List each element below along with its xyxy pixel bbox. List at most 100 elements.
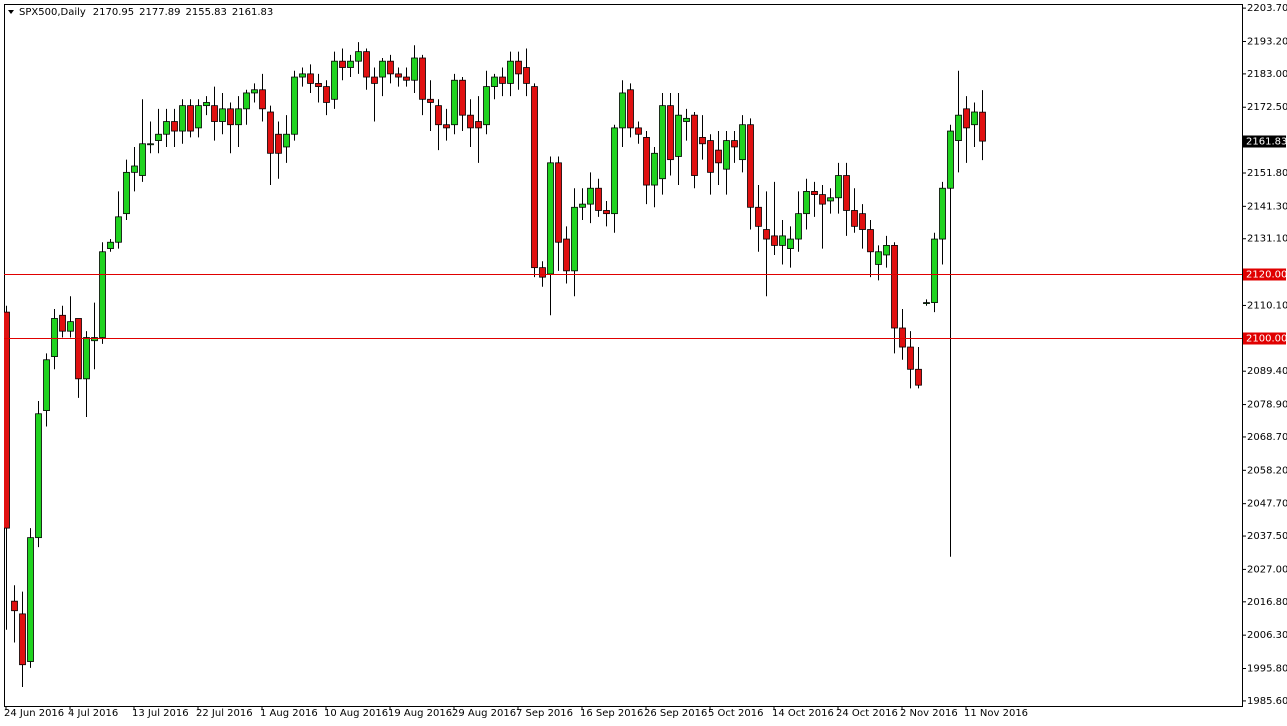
- y-tick-label: 2006.30: [1247, 630, 1287, 641]
- candle-body: [27, 537, 34, 662]
- price-label-box: [1243, 332, 1286, 345]
- candle-body: [731, 140, 738, 148]
- candle-body: [83, 337, 90, 380]
- candle-body: [115, 216, 122, 243]
- candle-body: [355, 51, 362, 62]
- current-price-box: [1243, 135, 1286, 148]
- price-label-box: [1243, 268, 1286, 281]
- candle-body: [587, 187, 594, 205]
- y-tick-label: 2016.80: [1247, 597, 1287, 608]
- candle-body: [435, 105, 442, 126]
- x-tick-label: 14 Oct 2016: [772, 708, 834, 719]
- candle-body: [491, 76, 498, 87]
- y-tick-label: 1985.60: [1247, 696, 1287, 707]
- plot-area: [4, 42, 1242, 687]
- candle-body: [315, 83, 322, 87]
- current-price-label: 2161.83: [1246, 137, 1287, 148]
- candle-body: [379, 60, 386, 78]
- x-tick-label: 11 Nov 2016: [964, 708, 1028, 719]
- candle-body: [523, 67, 530, 84]
- candle-body: [219, 108, 226, 122]
- x-tick-label: 19 Aug 2016: [388, 708, 452, 719]
- candle-body: [499, 76, 506, 84]
- price-label: 2100.00: [1246, 334, 1287, 345]
- x-tick-label: 29 Aug 2016: [452, 708, 516, 719]
- x-tick-label: 10 Aug 2016: [324, 708, 388, 719]
- candle-body: [675, 114, 682, 157]
- x-tick-label: 5 Oct 2016: [708, 708, 763, 719]
- candle-body: [883, 245, 890, 256]
- candle-body: [643, 137, 650, 186]
- candle-body: [475, 121, 482, 129]
- candle-body: [283, 133, 290, 148]
- candle-body: [371, 76, 378, 84]
- candle-body: [891, 245, 898, 329]
- candle-body: [451, 79, 458, 126]
- candle-body: [531, 86, 538, 269]
- candle-body: [187, 105, 194, 132]
- candle-body: [211, 105, 218, 122]
- candle-body: [227, 108, 234, 126]
- x-tick-label: 24 Oct 2016: [836, 708, 898, 719]
- candle-body: [91, 337, 98, 342]
- candle-body: [627, 89, 634, 129]
- candle-body: [915, 368, 922, 386]
- candle-body: [555, 162, 562, 243]
- candle-body: [843, 175, 850, 211]
- candle-body: [579, 203, 586, 208]
- candle-body: [595, 187, 602, 211]
- candle-body: [347, 60, 354, 68]
- candle-body: [459, 79, 466, 116]
- candle-body: [467, 114, 474, 129]
- candle-body: [387, 60, 394, 75]
- candle-body: [259, 89, 266, 110]
- candle-body: [859, 213, 866, 230]
- candle-body: [971, 111, 978, 126]
- symbol: SPX500,Daily: [19, 7, 86, 18]
- candle-body: [851, 210, 858, 227]
- candle-body: [739, 124, 746, 161]
- candle-body: [659, 105, 666, 180]
- candle-body: [19, 613, 26, 666]
- y-tick-label: 2151.80: [1247, 168, 1287, 179]
- candle-body: [651, 152, 658, 186]
- candle-body: [611, 127, 618, 215]
- candle-body: [691, 114, 698, 176]
- candle-body: [339, 60, 346, 68]
- candle-body: [4, 311, 10, 529]
- candle-body: [931, 238, 938, 303]
- candle-body: [35, 413, 42, 539]
- candle-body: [195, 105, 202, 129]
- y-tick-label: 2037.50: [1247, 531, 1287, 542]
- y-tick-label: 2078.90: [1247, 400, 1287, 411]
- candle-body: [51, 318, 58, 357]
- x-tick-label: 4 Jul 2016: [68, 708, 118, 719]
- candle-body: [571, 206, 578, 272]
- candle-body: [67, 321, 74, 332]
- candle-body: [251, 89, 258, 94]
- candle-body: [715, 149, 722, 164]
- candle-body: [955, 114, 962, 141]
- x-tick-label: 26 Sep 2016: [644, 708, 707, 719]
- candle-body: [683, 117, 690, 122]
- candle-body: [907, 346, 914, 370]
- y-tick-label: 1995.80: [1247, 664, 1287, 675]
- candle-body: [979, 111, 986, 142]
- header-high: 2177.89: [139, 7, 180, 18]
- candle-body: [563, 238, 570, 272]
- candle-body: [331, 60, 338, 100]
- candle-body: [107, 241, 114, 249]
- candle-body: [155, 133, 162, 141]
- y-tick-label: 2131.10: [1247, 234, 1287, 245]
- y-tick-label: 2089.40: [1247, 366, 1287, 377]
- y-tick-label: 2183.00: [1247, 69, 1287, 80]
- x-tick-label: 1 Aug 2016: [260, 708, 318, 719]
- x-tick-label: 16 Sep 2016: [580, 708, 643, 719]
- x-tick-label: 13 Jul 2016: [132, 708, 189, 719]
- y-tick-label: 2068.70: [1247, 432, 1287, 443]
- candle-body: [515, 60, 522, 75]
- candle-body: [235, 108, 242, 126]
- candle-body: [835, 175, 842, 199]
- menu-arrow[interactable]: [8, 10, 14, 14]
